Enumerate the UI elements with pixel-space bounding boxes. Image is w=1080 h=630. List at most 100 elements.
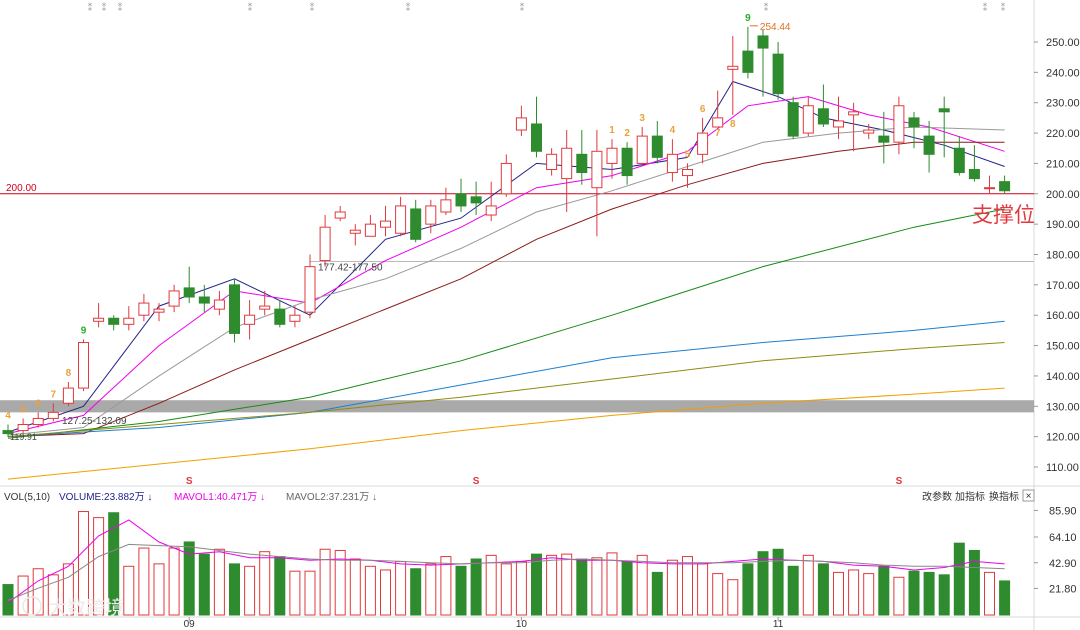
volume-bar [606, 552, 618, 616]
td-count-label: 6 [35, 398, 41, 409]
volume-bar [757, 551, 769, 616]
candle [440, 187, 452, 216]
volume-bar [319, 548, 331, 616]
volume-bar [863, 573, 875, 616]
close-icon: × [1026, 491, 1032, 502]
candle-body [470, 196, 482, 204]
candle [500, 154, 512, 197]
candle [138, 293, 150, 322]
candle [244, 300, 256, 340]
candle [259, 290, 271, 316]
candle [168, 284, 180, 313]
volume-bar [153, 563, 165, 616]
x-tick-label: 11 [773, 619, 784, 630]
candle-body [259, 305, 271, 310]
candle [62, 382, 74, 407]
candle [289, 306, 301, 328]
volume-bar [938, 574, 950, 616]
volume-bar [787, 565, 799, 616]
vol-tick-label: 64.10 [1049, 532, 1077, 544]
price-tick-label: 140.00 [1046, 371, 1080, 383]
candle [78, 339, 89, 392]
td-count-label: 5 [20, 404, 26, 415]
candle-body [682, 169, 693, 177]
candle-body [229, 284, 240, 334]
swap-indicator-button[interactable]: 换指标 [989, 490, 1019, 503]
sell-marker: S [186, 476, 193, 487]
price-tick-label: 230.00 [1046, 98, 1080, 110]
add-indicator-button[interactable]: 加指标 [955, 490, 985, 503]
volume-bar [651, 571, 663, 616]
candle-body [772, 53, 784, 95]
price-tick-label: 110.00 [1046, 462, 1079, 474]
candle [772, 42, 784, 100]
candle [546, 148, 558, 176]
candle [364, 215, 376, 237]
volume-bar [999, 580, 1011, 616]
candle [591, 130, 603, 237]
candle [727, 35, 739, 115]
volume-bar [591, 557, 603, 616]
td-count-label: 9 [81, 326, 87, 337]
candle-body [108, 317, 120, 325]
candle [32, 412, 44, 428]
candle [229, 278, 240, 343]
volume-bar [304, 570, 316, 616]
volume-bar [380, 569, 391, 616]
volume-bar [697, 563, 709, 616]
candle-body [380, 220, 391, 228]
candle [349, 224, 361, 246]
volume-bar [274, 556, 286, 616]
vol-legend-item: MAVOL2:37.231万 ↓ [286, 492, 377, 503]
ma-line-ma250 [7, 342, 1005, 438]
candle-body [349, 229, 361, 234]
td-count-label: 6 [700, 104, 706, 115]
candle [380, 205, 391, 237]
candle [833, 96, 844, 140]
top-marker: ⁑ [1001, 2, 1006, 13]
candle-body [817, 108, 829, 125]
td-count-label: 8 [66, 368, 72, 379]
high-price-label: 254.44 [760, 22, 791, 33]
candle-body [651, 135, 663, 158]
candle [742, 26, 754, 79]
td-count-label: 5 [685, 149, 691, 160]
volume-bar [742, 563, 754, 616]
volume-bar [923, 571, 935, 616]
close-button[interactable] [1022, 489, 1035, 502]
price-tick-label: 190.00 [1046, 219, 1080, 231]
candle [636, 127, 648, 167]
top-marker: ⁑ [102, 2, 107, 13]
candle [455, 178, 467, 212]
volume-bar [349, 558, 361, 616]
candle [17, 418, 29, 434]
candle-body [485, 205, 497, 216]
td-count-label: 1 [609, 125, 615, 136]
top-marker: ⁑ [310, 2, 315, 13]
change-params-button[interactable]: 改参数 [922, 490, 952, 503]
ma-line-ma30 [7, 141, 1005, 438]
volume-bar [953, 542, 965, 616]
price-tick-label: 200.00 [1046, 189, 1080, 201]
volume-bar [968, 549, 980, 616]
candle [319, 215, 331, 267]
volume-bar [108, 512, 120, 616]
low-price-label: 119.91 [10, 432, 37, 442]
volume-bar [984, 571, 995, 616]
volume-bar [712, 573, 724, 616]
td-count-label: 8 [730, 119, 736, 130]
candles [2, 26, 1011, 437]
td-count-label: 4 [5, 411, 11, 422]
volume-bar [93, 517, 105, 616]
volume-bar [576, 558, 588, 616]
candle-body [334, 211, 346, 219]
candle-body [47, 411, 59, 419]
candle [123, 306, 135, 331]
candle-body [636, 135, 648, 164]
candle-body [666, 153, 678, 174]
candle [47, 403, 59, 422]
range-annotation-1: 177.42-177.50 [318, 262, 383, 273]
candle-body [546, 153, 558, 170]
candle-body [455, 193, 467, 207]
candle-body [319, 226, 331, 262]
